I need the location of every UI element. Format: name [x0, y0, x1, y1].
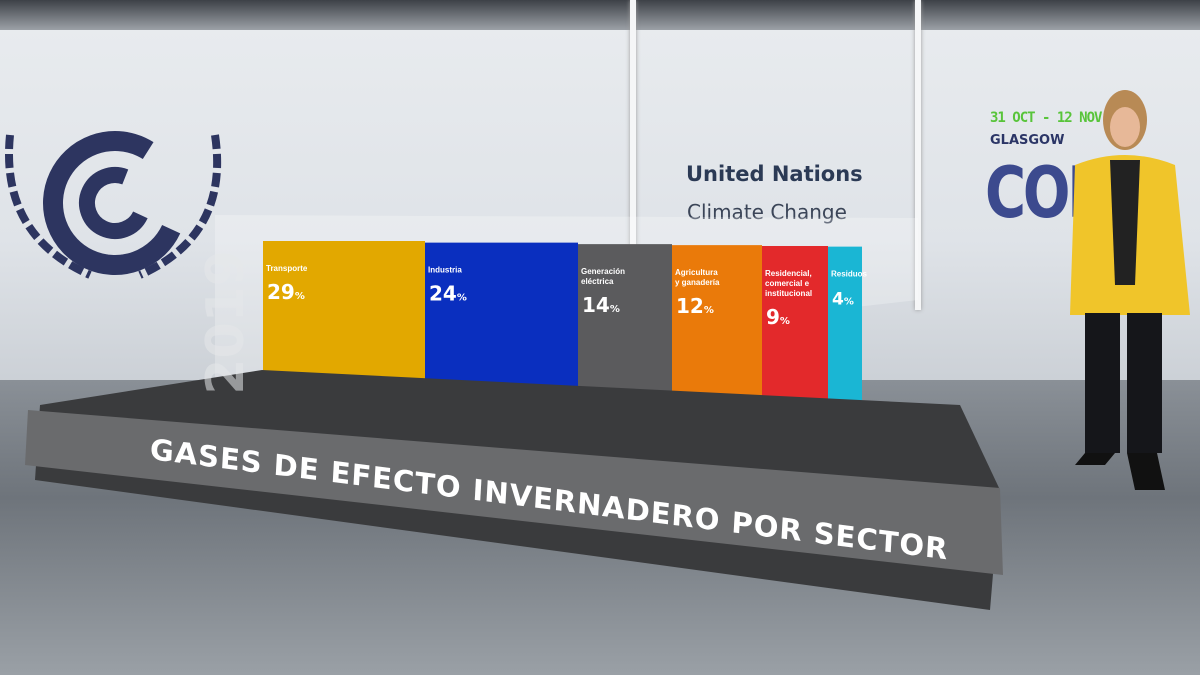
- bar-category-label: comercial e: [765, 279, 810, 288]
- organization-subtitle: Climate Change: [687, 200, 847, 224]
- platform-front: [25, 410, 1003, 575]
- bar-category-label: Residencial,: [765, 269, 812, 278]
- wall-divider: [630, 0, 636, 400]
- unfccc-logo-icon: [5, 131, 222, 279]
- event-dates: 31 OCT - 12 NOV 2021: [990, 110, 1140, 126]
- bar-category-label: institucional: [765, 289, 812, 298]
- bar-category-label: y ganadería: [675, 278, 720, 287]
- bar-1: [263, 241, 425, 399]
- bar-category-label: Industria: [428, 266, 462, 275]
- bar-2: [425, 242, 578, 406]
- bar-category-label: Residuos: [831, 270, 868, 279]
- bar-category-label: Agricultura: [675, 268, 718, 277]
- year-label: 2019: [196, 250, 256, 395]
- presenter: [1070, 90, 1190, 490]
- bar-5: [762, 245, 828, 419]
- organization-name: United Nations: [686, 162, 863, 186]
- bar-category-label: eléctrica: [581, 277, 614, 286]
- bar-4: [672, 245, 762, 415]
- event-city: GLASGOW: [990, 133, 1065, 148]
- bar-6: [828, 246, 862, 420]
- bar-3: [578, 244, 672, 411]
- bar-category-label: Transporte: [266, 264, 308, 273]
- wall-divider: [915, 0, 921, 310]
- studio-ceiling: [0, 0, 1200, 30]
- bar-category-label: Generación: [581, 267, 625, 276]
